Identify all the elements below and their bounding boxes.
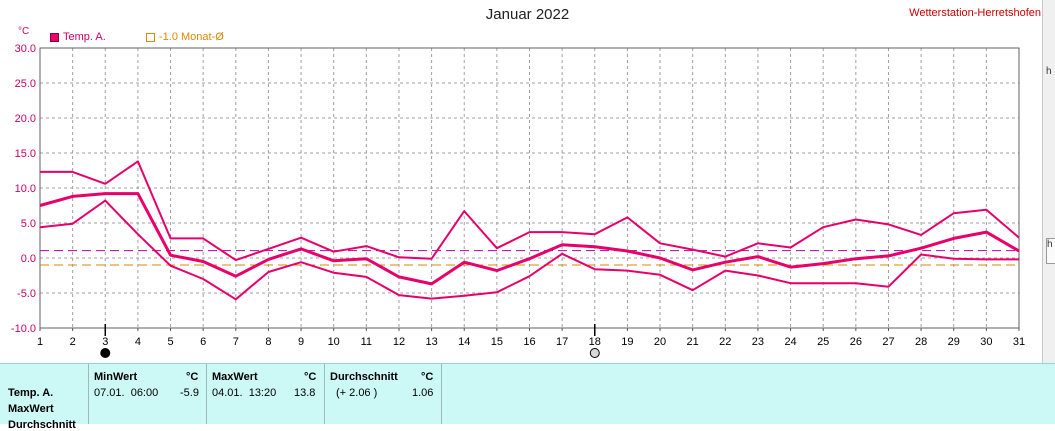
stats-divider — [324, 364, 325, 424]
x-tick-label: 19 — [621, 336, 633, 348]
chart-axes — [39, 47, 1020, 331]
stats-divider — [441, 364, 442, 424]
y-unit-label: °C — [18, 26, 30, 37]
x-tick-label: 2 — [70, 336, 76, 348]
stats-row-label: Temp. A. — [8, 387, 54, 399]
right-edge-fragment-top: h — [1046, 66, 1052, 77]
x-tick-label: 7 — [233, 336, 239, 348]
x-tick-label: 18 — [589, 336, 601, 348]
x-tick-label: 1 — [37, 336, 43, 348]
x-tick-label: 15 — [491, 336, 503, 348]
y-tick-label: 10.0 — [15, 183, 36, 195]
y-tick-label: 25.0 — [15, 78, 36, 90]
series-line-temp — [39, 192, 1020, 286]
x-tick-label: 30 — [980, 336, 992, 348]
x-tick-label: 12 — [393, 336, 405, 348]
x-tick-label: 17 — [556, 336, 568, 348]
station-label: Wetterstation-Herretshofen — [909, 7, 1041, 19]
legend-swatch-temp — [50, 32, 59, 42]
x-tick-label: 25 — [817, 336, 829, 348]
x-tick-label: 31 — [1013, 336, 1025, 348]
plot-frame — [39, 47, 1020, 329]
legend-item-monthly-average[interactable]: -1.0 Monat-Ø — [146, 31, 224, 43]
stats-divider — [206, 364, 207, 424]
x-tick-label: 22 — [719, 336, 731, 348]
avg-value: 1.06 — [412, 387, 434, 399]
chart-title: Januar 2022 — [485, 6, 570, 23]
min-unit: °C — [186, 371, 199, 383]
min-time: 07.01. 06:00 — [94, 387, 159, 399]
x-tick-label: 29 — [948, 336, 960, 348]
x-tick-label: 27 — [882, 336, 894, 348]
avg-unit: °C — [421, 371, 434, 383]
x-tick-label: 28 — [915, 336, 927, 348]
stats-row-label: MaxWert — [8, 403, 54, 415]
series-line-max — [40, 160, 1020, 262]
y-tick-label: 20.0 — [15, 113, 36, 125]
chart-grid — [39, 47, 1020, 329]
right-edge-fragment: h — [1047, 239, 1053, 250]
x-tick-label: 9 — [298, 336, 304, 348]
avg-delta: (+ 2.06 ) — [336, 387, 378, 399]
x-tick-label: 24 — [784, 336, 796, 348]
x-tick-label: 4 — [135, 336, 141, 348]
series-line-min — [39, 199, 1019, 301]
x-tick-label: 10 — [328, 336, 340, 348]
y-tick-label: 15.0 — [15, 148, 36, 160]
min-value: -5.9 — [180, 387, 199, 399]
right-edge-tab[interactable]: h — [1046, 238, 1055, 264]
legend-label-average: -1.0 Monat-Ø — [159, 31, 224, 43]
marker-open-circle — [589, 348, 600, 358]
y-tick-label: -10.0 — [11, 323, 36, 335]
y-tick-label: -5.0 — [17, 288, 36, 300]
series-lines — [39, 160, 1020, 301]
max-header: MaxWert — [212, 371, 258, 383]
x-tick-label: 13 — [425, 336, 437, 348]
x-tick-label: 14 — [458, 336, 470, 348]
reference-lines — [40, 250, 1019, 266]
x-tick-label: 6 — [200, 336, 206, 348]
x-tick-label: 8 — [265, 336, 271, 348]
y-tick-label: 30.0 — [15, 43, 36, 55]
x-tick-label: 20 — [654, 336, 666, 348]
x-tick-label: 26 — [850, 336, 862, 348]
y-tick-label: 0.0 — [21, 253, 36, 265]
statistics-panel: Temp. A. MaxWert Durchschnitt MinWert °C… — [0, 363, 1055, 431]
x-tick-label: 23 — [752, 336, 764, 348]
y-tick-labels: 30.0 25.0 20.0 15.0 10.0 5.0 0.0 -5.0 -10.0 — [11, 43, 36, 335]
x-tick-label: 21 — [687, 336, 699, 348]
min-header: MinWert — [94, 371, 138, 383]
x-tick-label: 11 — [361, 336, 372, 348]
legend-label-temp: Temp. A. — [63, 31, 106, 43]
y-tick-label: 5.0 — [21, 218, 36, 230]
avg-header: Durchschnitt — [330, 371, 398, 383]
max-time: 04.01. 13:20 — [212, 387, 277, 399]
x-tick-label: 5 — [167, 336, 173, 348]
marker-filled-circle — [100, 348, 111, 358]
x-tick-label: 3 — [102, 336, 108, 348]
max-value: 13.8 — [294, 387, 316, 399]
stats-row-label: Durchschnitt — [8, 419, 76, 431]
x-tick-labels: 1 2 3 4 5 6 7 8 9 10 11 12 13 14 15 16 17 18 19 20 21 22 23 24 2… — [37, 336, 1025, 348]
day-markers — [100, 324, 600, 358]
right-edge-panel — [1042, 0, 1055, 363]
legend-item-temp[interactable]: Temp. A. — [50, 31, 106, 43]
stats-divider — [88, 364, 89, 424]
max-unit: °C — [304, 371, 317, 383]
legend-swatch-average — [146, 32, 155, 42]
x-tick-label: 16 — [523, 336, 535, 348]
